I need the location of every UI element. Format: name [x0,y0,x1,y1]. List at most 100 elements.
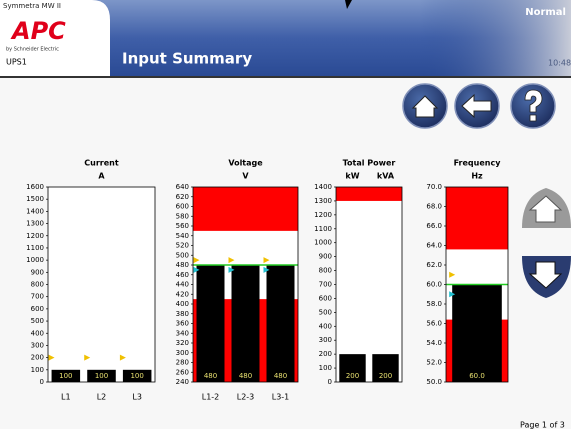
bar [339,354,366,382]
y-tick-label: 1600 [26,183,44,191]
plot-border [192,186,299,383]
y-tick-label: 320 [176,339,189,347]
y-tick-label: 480 [176,261,189,269]
header-fade [420,0,571,76]
y-tick-label: 580 [176,212,189,220]
value-label: 200 [346,372,359,380]
y-tick-label: 440 [176,281,189,289]
y-tick-label: 1400 [26,207,44,215]
y-tick-label: 66.0 [426,222,442,230]
scroll-up-button[interactable] [522,188,571,228]
bar [372,354,399,382]
product-name: Symmetra MW II [3,2,61,10]
y-tick-label: 420 [176,290,189,298]
y-tick-label: 800 [319,267,332,275]
chart-unit: A [98,172,105,181]
value-label: 480 [274,372,287,380]
y-tick-label: 240 [176,378,189,386]
clock: 10:48 [548,59,571,68]
upper-threshold-marker [263,257,270,264]
logo-panel [0,0,110,76]
upper-threshold-marker [228,257,235,264]
chart-title: Frequency [454,159,502,168]
category-label: kVA [377,172,395,181]
chart-title: Current [84,159,119,168]
category-label: L1-2 [202,393,220,402]
category-label: L3-1 [272,393,290,402]
upper-threshold-marker [48,354,55,361]
y-tick-label: 1500 [26,195,44,203]
y-tick-label: 0 [40,378,44,386]
back-icon[interactable] [461,93,492,119]
y-tick-label: 300 [31,341,44,349]
bar [231,265,260,382]
bar [452,284,502,382]
value-label: 480 [239,372,252,380]
up-icon[interactable] [528,195,563,223]
y-tick-label: 52.0 [426,359,442,367]
y-tick-label: 200 [31,354,44,362]
y-tick-label: 300 [319,336,332,344]
value-label: 100 [59,372,72,380]
y-tick-label: 200 [319,350,332,358]
brand: by Schneider Electric [6,47,59,53]
y-tick-label: 700 [319,281,332,289]
y-tick-label: 60.0 [426,281,442,289]
y-tick-label: 68.0 [426,203,442,211]
y-tick-label: 360 [176,320,189,328]
y-tick-label: 500 [31,317,44,325]
status: Normal [525,7,566,18]
chart-unit: Hz [471,172,483,181]
y-tick-label: 50.0 [426,378,442,386]
page-title: Input Summary [122,50,252,68]
y-tick-label: 640 [176,183,189,191]
y-tick-label: 1000 [314,239,332,247]
value-label: 200 [379,372,392,380]
y-tick-label: 460 [176,271,189,279]
y-tick-label: 500 [319,308,332,316]
y-tick-label: 58.0 [426,300,442,308]
y-tick-label: 280 [176,359,189,367]
y-tick-label: 1100 [314,225,332,233]
y-tick-label: 500 [176,251,189,259]
y-tick-label: 600 [319,294,332,302]
plot-border [47,186,156,383]
logo: APC [10,17,66,45]
y-tick-label: 900 [31,268,44,276]
bar [51,369,81,382]
y-tick-label: 340 [176,329,189,337]
bar [87,369,116,382]
cursor [345,0,352,9]
y-tick-label: 540 [176,232,189,240]
y-tick-label: 700 [31,293,44,301]
upper-threshold-marker [449,271,456,278]
scroll-down-button[interactable] [522,256,571,298]
y-tick-label: 62.0 [426,261,442,269]
y-tick-label: 100 [319,364,332,372]
y-tick-label: 100 [31,366,44,374]
upper-threshold-marker [119,354,126,361]
home-button[interactable] [402,83,448,129]
help-button[interactable] [510,83,556,129]
y-tick-label: 260 [176,368,189,376]
y-tick-label: 380 [176,310,189,318]
category-label: L3 [132,393,142,402]
y-tick-label: 600 [31,305,44,313]
down-icon[interactable] [528,261,563,289]
plot-border [445,186,509,383]
y-tick-label: 400 [176,300,189,308]
bar [266,265,295,382]
help-icon[interactable] [524,89,543,122]
y-tick-label: 400 [31,329,44,337]
y-tick-label: 300 [176,349,189,357]
page-indicator: Page 1 of 3 [520,421,565,429]
y-tick-label: 1200 [26,232,44,240]
category-label: L1 [61,393,71,402]
value-label: 480 [204,372,217,380]
lower-threshold-marker [449,291,456,298]
home-icon[interactable] [411,95,439,118]
y-tick-label: 70.0 [426,183,442,191]
y-tick-label: 520 [176,242,189,250]
back-button[interactable] [454,83,500,129]
